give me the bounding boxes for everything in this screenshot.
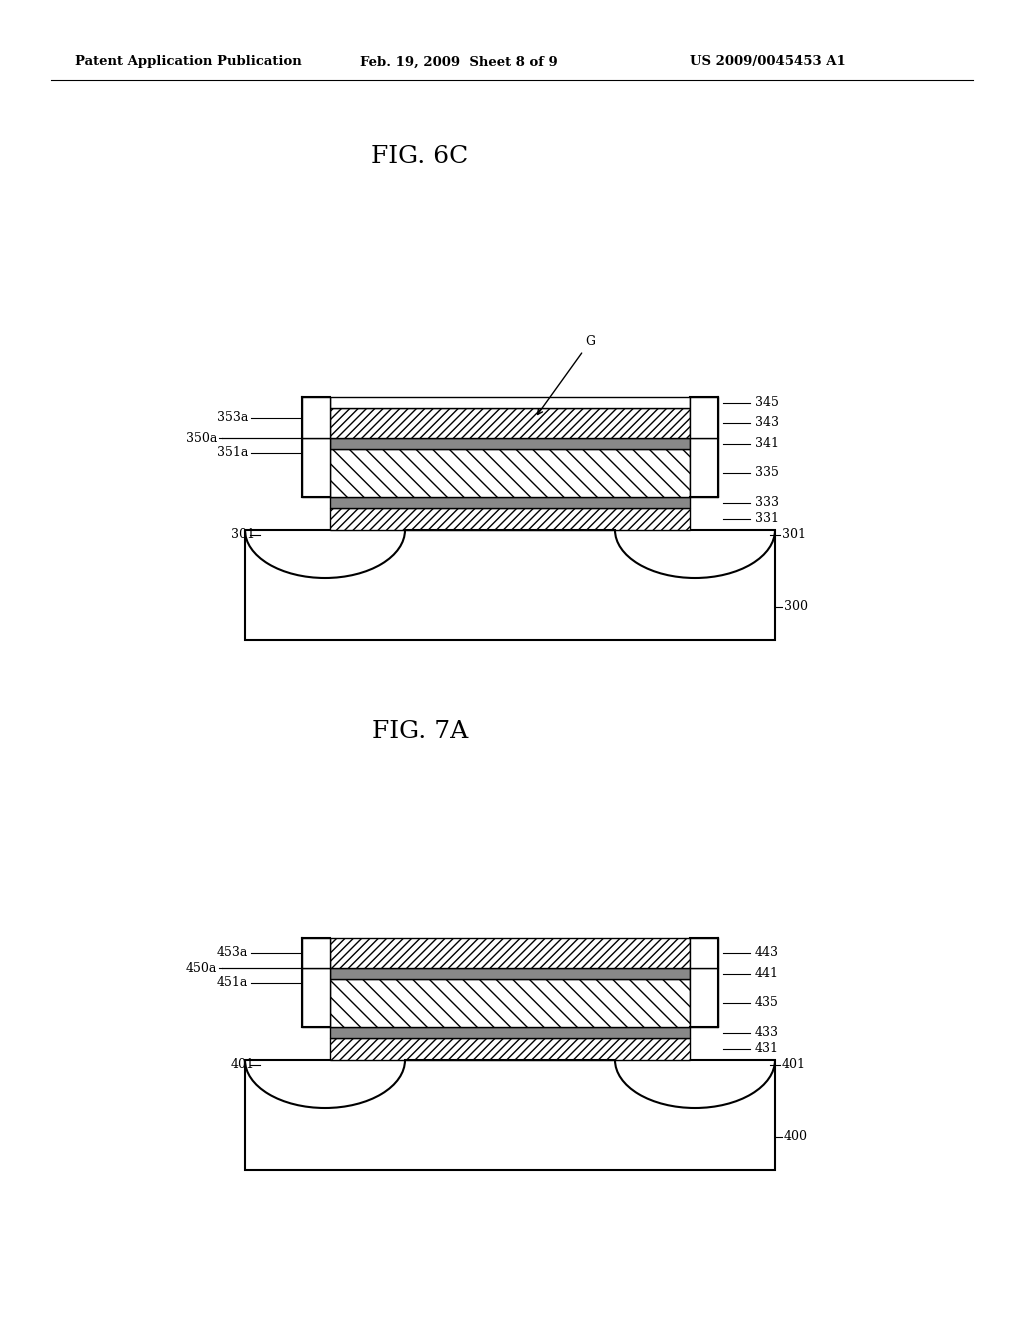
Text: 433: 433	[755, 1026, 779, 1039]
Bar	[302, 968, 330, 1027]
Bar	[330, 968, 690, 979]
Text: 341: 341	[755, 437, 779, 450]
Bar	[330, 508, 690, 531]
Text: 343: 343	[755, 417, 779, 429]
Text: 443: 443	[755, 946, 779, 960]
Text: 353a: 353a	[217, 411, 248, 424]
Text: 300: 300	[784, 601, 808, 614]
Text: 451a: 451a	[217, 977, 248, 989]
Bar	[330, 498, 690, 508]
Text: 453a: 453a	[217, 946, 248, 960]
Bar	[330, 449, 690, 498]
Text: FIG. 6C: FIG. 6C	[372, 145, 469, 168]
Bar	[330, 939, 690, 968]
Bar	[245, 531, 775, 640]
Text: US 2009/0045453 A1: US 2009/0045453 A1	[690, 55, 846, 69]
Bar	[302, 939, 330, 968]
Bar	[690, 968, 718, 1027]
Bar	[330, 979, 690, 1027]
Text: FIG. 7A: FIG. 7A	[372, 719, 468, 743]
Text: 441: 441	[755, 968, 779, 979]
Text: 350a: 350a	[185, 432, 217, 445]
Text: 333: 333	[755, 496, 779, 510]
Text: 351a: 351a	[217, 446, 248, 459]
Bar	[302, 438, 330, 498]
Text: 301: 301	[782, 528, 806, 541]
Text: 345: 345	[755, 396, 779, 409]
Bar	[302, 397, 330, 438]
Text: 301: 301	[231, 528, 255, 541]
Bar	[330, 408, 690, 438]
Bar	[690, 438, 718, 498]
Text: 401: 401	[231, 1059, 255, 1072]
Bar	[690, 939, 718, 968]
Text: 450a: 450a	[185, 961, 217, 974]
Bar	[330, 438, 690, 449]
Bar	[330, 397, 690, 408]
Text: 435: 435	[755, 997, 779, 1010]
Bar	[330, 1038, 690, 1060]
Text: G: G	[538, 335, 595, 414]
Text: 431: 431	[755, 1043, 779, 1056]
Text: 400: 400	[784, 1130, 808, 1143]
Text: 401: 401	[782, 1059, 806, 1072]
Text: Feb. 19, 2009  Sheet 8 of 9: Feb. 19, 2009 Sheet 8 of 9	[360, 55, 558, 69]
Bar	[245, 1060, 775, 1170]
Bar	[690, 397, 718, 438]
Text: 331: 331	[755, 512, 779, 525]
Text: Patent Application Publication: Patent Application Publication	[75, 55, 302, 69]
Bar	[330, 1027, 690, 1038]
Text: 335: 335	[755, 466, 779, 479]
